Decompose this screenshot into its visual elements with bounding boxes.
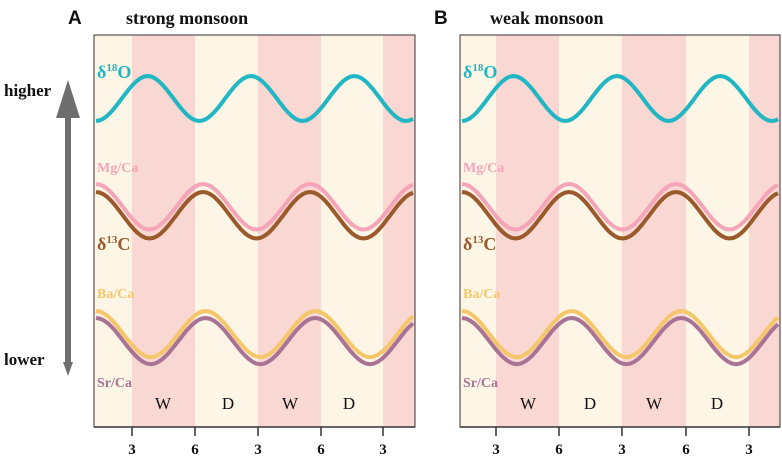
mgca-label: Mg/Ca	[463, 161, 504, 176]
dry-band	[460, 35, 496, 427]
dry-band	[94, 35, 132, 427]
panel-title: strong monsoon	[126, 8, 248, 28]
season-label: D	[584, 394, 596, 413]
panel-letter: B	[434, 8, 448, 29]
d13c-label: δ13C	[97, 234, 130, 254]
x-tick-label: 3	[618, 442, 626, 458]
wet-band	[622, 35, 686, 427]
season-label: D	[343, 394, 355, 413]
d18o-curve	[461, 73, 779, 124]
x-tick-label: 3	[128, 442, 136, 458]
d13c-label: δ13C	[463, 234, 496, 254]
season-label: W	[520, 394, 537, 413]
axis-lower-label: lower	[4, 350, 45, 369]
mgca-label: Mg/Ca	[97, 161, 138, 176]
proxy-labels: δ18O Mg/Ca δ13C Ba/Ca Sr/Ca	[97, 62, 138, 391]
srca-label: Sr/Ca	[97, 376, 132, 391]
x-tick-label: 3	[254, 442, 262, 458]
vertical-axis-arrow	[56, 80, 80, 376]
x-tick-label: 6	[317, 442, 325, 458]
x-tick-label: 6	[555, 442, 563, 458]
srca-curve	[461, 315, 780, 367]
season-label: W	[282, 394, 299, 413]
baca-curve	[461, 308, 780, 360]
dry-band	[559, 35, 622, 427]
season-label: D	[711, 394, 723, 413]
season-label: W	[646, 394, 663, 413]
wet-band	[383, 35, 415, 427]
panel-title: weak monsoon	[490, 8, 604, 28]
wet-band	[749, 35, 780, 427]
baca-label: Ba/Ca	[97, 287, 134, 302]
x-tick-label: 6	[191, 442, 199, 458]
season-label: D	[222, 394, 234, 413]
baca-curve	[95, 308, 415, 360]
season-label: W	[155, 394, 172, 413]
x-axis: 3 6 3 6 3	[94, 426, 415, 458]
axis-arrow-down-head	[63, 362, 73, 376]
panel-b: B weak monsoon δ18O Mg/Ca δ13C Ba/Ca Sr/…	[434, 8, 781, 458]
d13c-curve	[461, 189, 779, 241]
axis-higher-label: higher	[4, 81, 52, 100]
x-tick-label: 3	[379, 442, 387, 458]
proxy-curves	[95, 73, 415, 367]
srca-curve	[95, 315, 415, 367]
panel-a: A strong monsoon δ18O Mg/Ca δ13C Ba/Ca S…	[68, 8, 416, 458]
proxy-labels: δ18O Mg/Ca δ13C Ba/Ca Sr/Ca	[463, 62, 504, 391]
baca-label: Ba/Ca	[463, 287, 500, 302]
x-tick-label: 3	[745, 442, 753, 458]
axis-arrow-up-head	[56, 80, 80, 118]
panel-letter: A	[68, 8, 82, 29]
x-tick-label: 3	[492, 442, 500, 458]
x-tick-label: 6	[682, 442, 690, 458]
srca-label: Sr/Ca	[463, 376, 498, 391]
d18o-curve	[95, 73, 414, 124]
season-labels: W D W D	[155, 394, 355, 413]
mgca-curve	[461, 181, 779, 232]
season-labels: W D W D	[520, 394, 723, 413]
mgca-curve	[95, 181, 414, 232]
proxy-curves	[461, 73, 780, 367]
x-axis: 3 6 3 6 3	[460, 426, 780, 458]
d18o-label: δ18O	[463, 62, 497, 82]
d18o-label: δ18O	[97, 62, 131, 82]
wet-band	[258, 35, 321, 427]
dry-band	[195, 35, 258, 427]
d13c-curve	[95, 189, 414, 241]
